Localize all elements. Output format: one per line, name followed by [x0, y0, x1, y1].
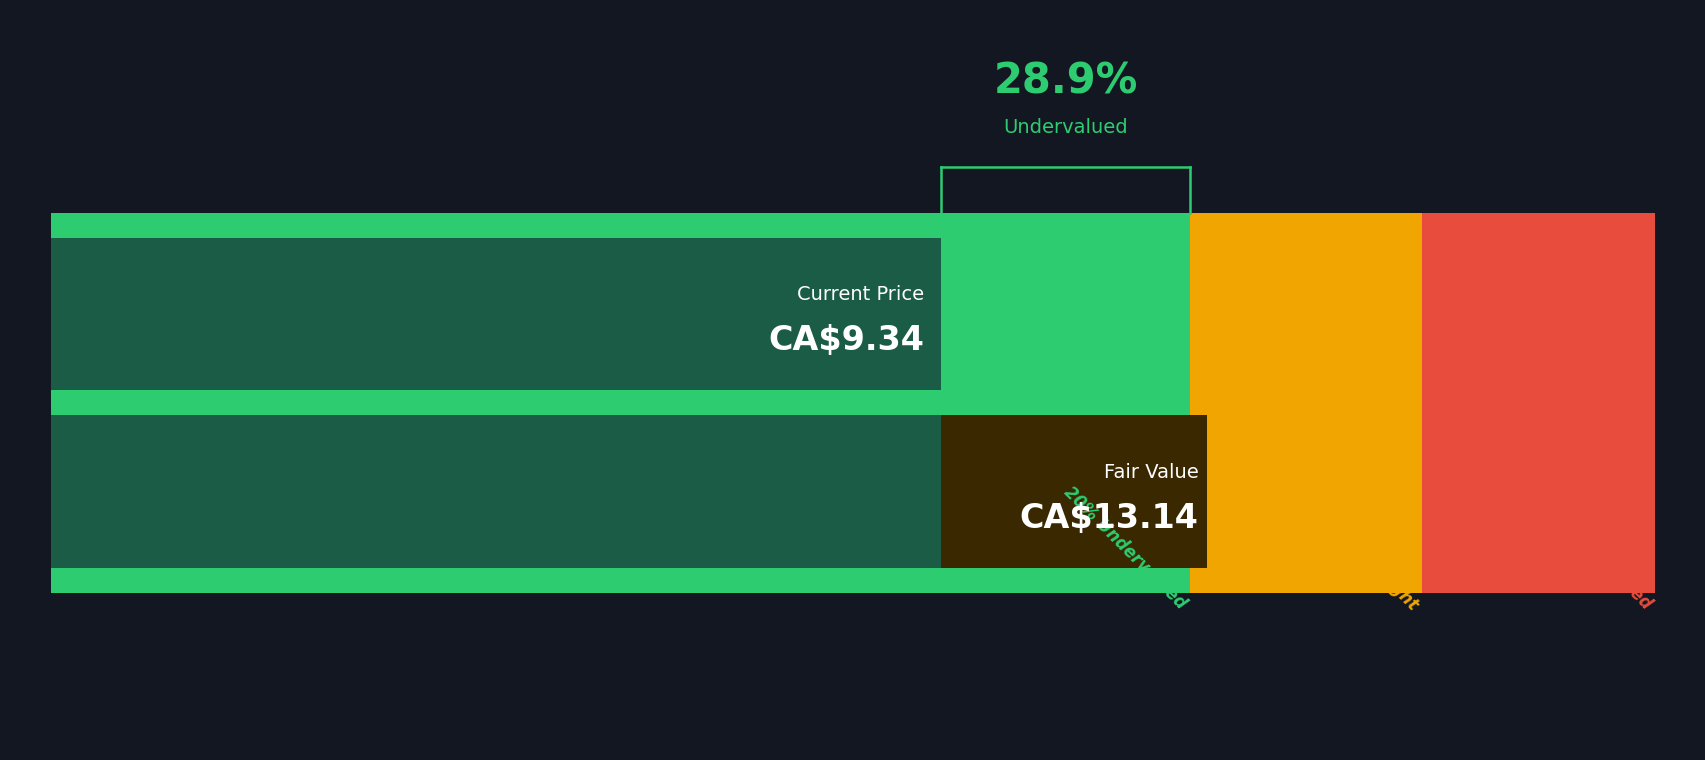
- Text: CA$9.34: CA$9.34: [767, 324, 924, 357]
- Text: 20% Undervalued: 20% Undervalued: [1059, 483, 1188, 613]
- Text: 28.9%: 28.9%: [992, 61, 1137, 103]
- Bar: [51, 213, 1188, 593]
- Text: About Right: About Right: [1330, 521, 1422, 613]
- Bar: [941, 415, 1205, 568]
- Text: 20% Overvalued: 20% Overvalued: [1533, 492, 1654, 613]
- Text: Undervalued: Undervalued: [1003, 118, 1127, 137]
- Bar: [51, 568, 1188, 593]
- Bar: [1422, 213, 1654, 593]
- Bar: [51, 391, 941, 415]
- Bar: [51, 415, 1188, 568]
- Text: Fair Value: Fair Value: [1103, 463, 1197, 482]
- Bar: [1188, 213, 1422, 593]
- Text: Current Price: Current Price: [796, 286, 924, 305]
- Text: CA$13.14: CA$13.14: [1020, 502, 1197, 535]
- Bar: [51, 213, 941, 237]
- Bar: [51, 237, 941, 391]
